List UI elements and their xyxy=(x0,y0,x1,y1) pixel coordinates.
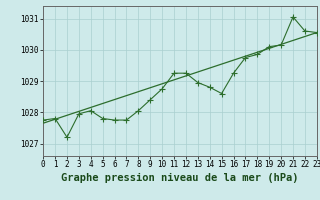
X-axis label: Graphe pression niveau de la mer (hPa): Graphe pression niveau de la mer (hPa) xyxy=(61,173,299,183)
